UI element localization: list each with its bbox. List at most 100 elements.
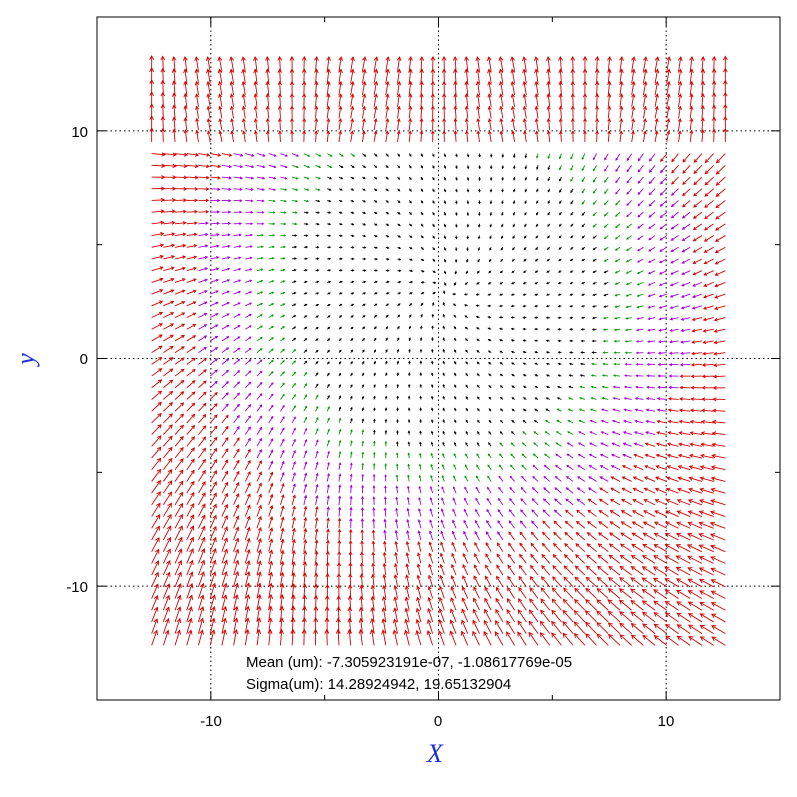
arrow-head: [351, 292, 355, 295]
arrow-shaft: [511, 57, 516, 72]
arrow-head: [488, 373, 491, 376]
arrow-head: [157, 435, 162, 440]
arrow-head: [206, 164, 211, 169]
arrow-shaft: [174, 278, 186, 283]
arrow-shaft: [648, 328, 656, 331]
arrow-shaft: [233, 257, 241, 260]
arrow-head: [227, 267, 231, 271]
arrow-shaft: [670, 317, 679, 320]
arrow-head: [545, 419, 548, 423]
arrow-head: [569, 281, 573, 285]
vector-arrow: [431, 313, 435, 318]
arrow-head: [701, 397, 706, 402]
arrow-head: [363, 234, 367, 238]
arrow-head: [682, 170, 686, 174]
arrow-shaft: [268, 416, 274, 424]
arrow-head: [375, 280, 378, 284]
arrow-head: [693, 204, 697, 208]
arrow-shaft: [210, 290, 219, 295]
vector-arrow: [510, 56, 516, 72]
vector-arrow: [463, 304, 468, 307]
arrow-head: [216, 256, 220, 260]
arrow-head: [578, 408, 582, 411]
arrow-head: [419, 407, 422, 411]
vector-arrow: [245, 279, 253, 283]
arrow-head: [250, 176, 255, 180]
arrow-head: [302, 117, 307, 122]
arrow-head: [293, 280, 297, 283]
vector-arrow: [174, 435, 184, 447]
arrow-head: [647, 317, 651, 321]
vector-arrow: [254, 130, 258, 142]
arrow-shaft: [619, 118, 622, 131]
arrow-head: [318, 154, 322, 157]
arrow-head: [239, 199, 243, 203]
arrow-head: [614, 271, 618, 274]
vector-arrow: [280, 280, 286, 283]
vector-arrow: [601, 385, 609, 389]
arrow-head: [489, 154, 493, 158]
vector-arrow: [268, 153, 277, 157]
arrow-shaft: [397, 69, 400, 84]
arrow-head: [384, 418, 388, 422]
arrow-shaft: [186, 391, 196, 400]
arrow-head: [614, 248, 618, 251]
arrow-shaft: [174, 335, 185, 342]
vector-arrow: [266, 130, 270, 142]
arrow-head: [363, 246, 367, 249]
arrow-shaft: [408, 69, 412, 84]
arrow-head: [149, 115, 154, 120]
arrow-shaft: [151, 424, 162, 435]
arrow-shaft: [488, 56, 492, 72]
vector-arrow: [174, 278, 186, 283]
arrow-shaft: [615, 211, 621, 217]
vector-arrow: [559, 211, 562, 216]
vector-arrow: [280, 348, 285, 353]
vector-arrow: [350, 349, 354, 353]
arrow-shaft: [547, 56, 551, 72]
arrow-head: [213, 436, 218, 441]
vector-arrow: [409, 292, 413, 295]
vector-arrow: [209, 347, 219, 354]
arrow-head: [265, 55, 270, 61]
arrow-head: [601, 374, 605, 377]
vector-arrow: [546, 68, 551, 84]
arrow-head: [419, 395, 422, 399]
arrow-head: [226, 313, 230, 317]
vector-arrow: [711, 104, 717, 119]
arrow-shaft: [654, 81, 658, 96]
arrow-head: [666, 93, 671, 98]
arrow-head: [601, 408, 604, 411]
arrow-shaft: [245, 268, 252, 272]
arrow-head: [181, 278, 186, 282]
vector-arrow: [667, 408, 679, 412]
arrow-head: [396, 372, 400, 375]
arrow-shaft: [654, 131, 658, 142]
arrow-shaft: [279, 81, 281, 96]
vector-arrow: [257, 222, 265, 226]
arrow-head: [603, 305, 606, 308]
vector-arrow: [174, 243, 187, 248]
arrow-head: [489, 213, 493, 217]
arrow-head: [419, 337, 423, 340]
arrow-shaft: [682, 165, 691, 174]
arrow-head: [626, 158, 630, 162]
arrow-shaft: [704, 258, 714, 265]
arrow-head: [660, 158, 664, 163]
arrow-head: [677, 130, 682, 135]
arrow-head: [556, 420, 559, 423]
vector-arrow: [362, 211, 367, 214]
arrow-head: [194, 187, 199, 191]
vector-arrow: [442, 372, 445, 377]
vector-arrow: [265, 117, 270, 131]
arrow-head: [171, 68, 177, 73]
arrow-shaft: [233, 392, 240, 400]
vector-arrow: [614, 293, 621, 297]
vector-arrow: [604, 200, 609, 206]
vector-arrow: [443, 223, 447, 228]
vector-arrow: [151, 424, 162, 435]
arrow-shaft: [174, 256, 186, 260]
vector-arrow: [397, 325, 400, 330]
vector-arrow: [280, 257, 286, 260]
arrow-head: [693, 181, 698, 186]
